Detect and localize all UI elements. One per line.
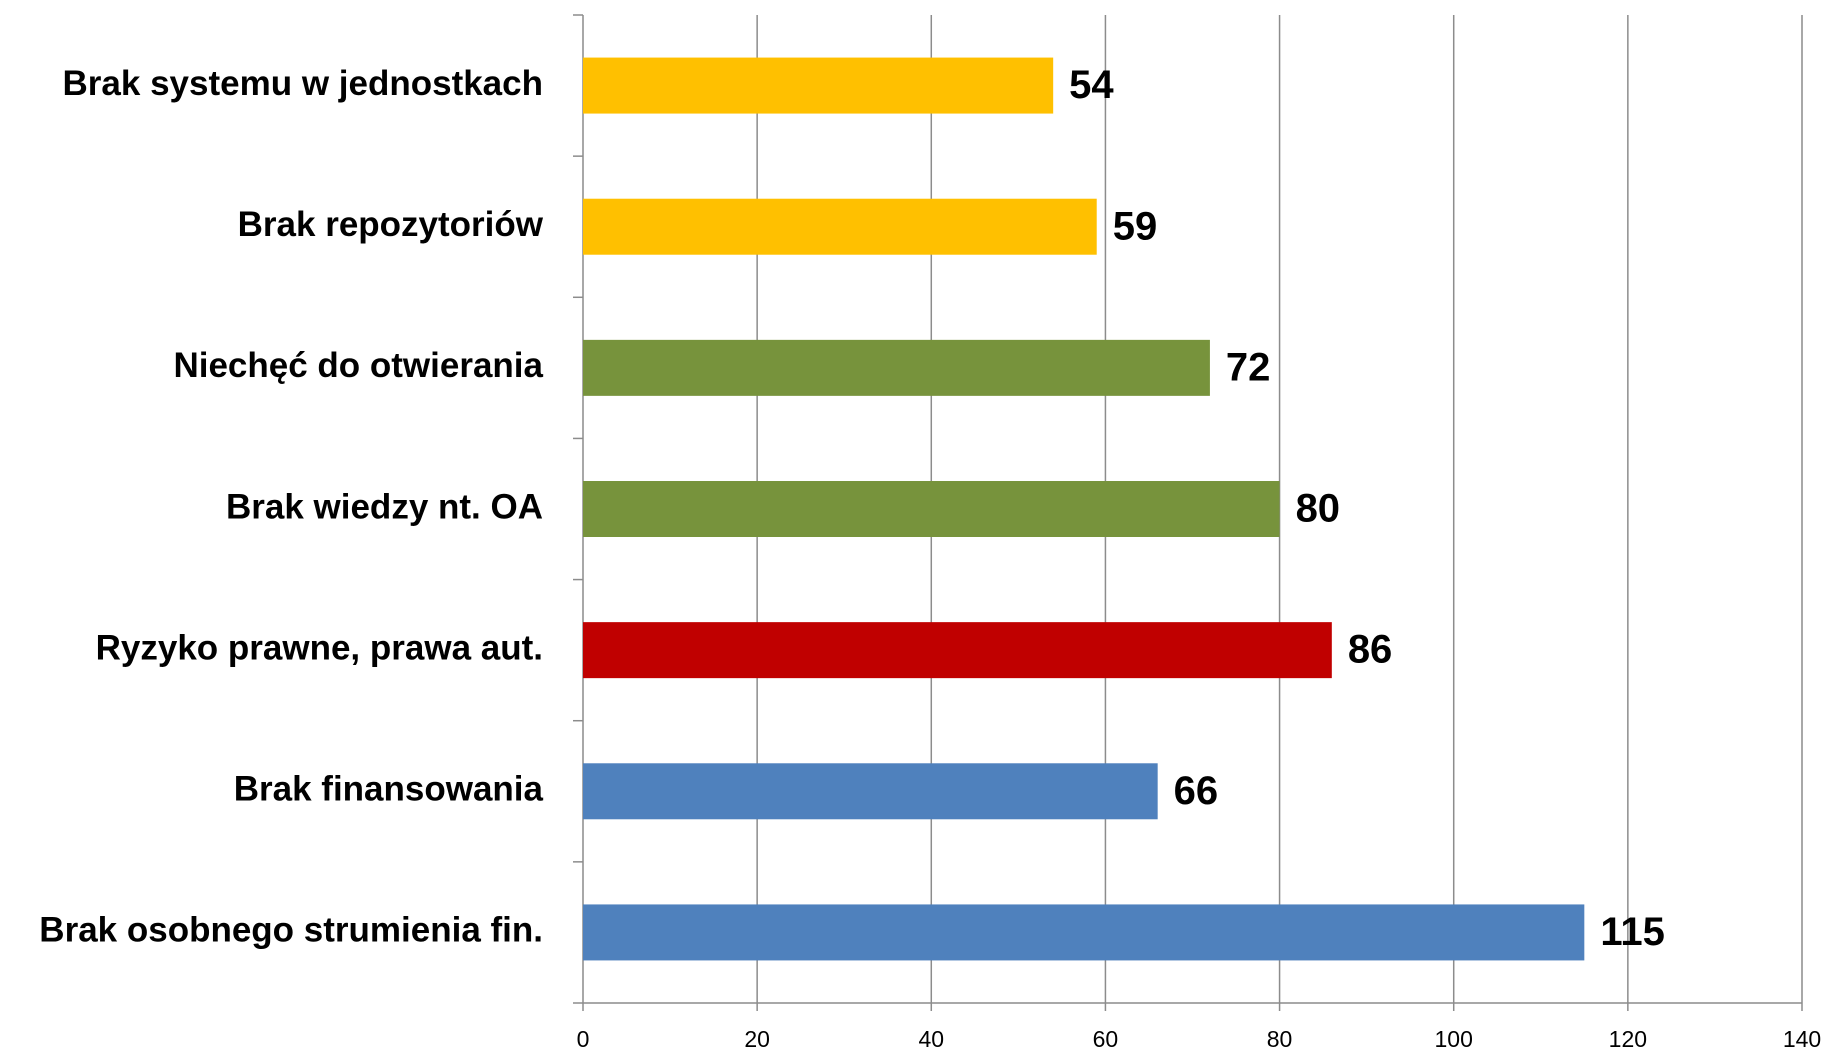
x-tick-label: 60 xyxy=(1093,1026,1119,1051)
bar xyxy=(583,622,1332,679)
category-label: Brak finansowania xyxy=(234,770,544,809)
value-label: 115 xyxy=(1600,910,1665,954)
bar xyxy=(583,904,1585,961)
category-label: Brak osobnego strumienia fin. xyxy=(39,911,543,950)
x-tick-label: 140 xyxy=(1783,1026,1821,1051)
bar xyxy=(583,763,1158,820)
category-label: Brak wiedzy nt. OA xyxy=(226,487,543,526)
x-tick-label: 0 xyxy=(577,1026,590,1051)
value-label: 59 xyxy=(1113,204,1158,248)
category-label: Niechęć do otwierania xyxy=(173,346,543,385)
category-label: Brak repozytoriów xyxy=(238,205,544,244)
x-tick-label: 100 xyxy=(1435,1026,1473,1051)
bar xyxy=(583,198,1097,255)
bar xyxy=(583,339,1210,396)
category-label: Brak systemu w jednostkach xyxy=(63,64,543,103)
value-label: 86 xyxy=(1348,628,1393,672)
x-tick-label: 40 xyxy=(918,1026,944,1051)
x-tick-label: 20 xyxy=(744,1026,770,1051)
x-tick-label: 120 xyxy=(1609,1026,1647,1051)
bar xyxy=(583,481,1280,537)
value-label: 66 xyxy=(1174,769,1219,813)
bar xyxy=(583,57,1054,114)
category-label: Ryzyko prawne, prawa aut. xyxy=(96,628,543,667)
value-label: 72 xyxy=(1226,345,1271,389)
value-label: 54 xyxy=(1069,63,1114,107)
x-tick-label: 80 xyxy=(1267,1026,1293,1051)
value-label: 80 xyxy=(1296,487,1341,531)
